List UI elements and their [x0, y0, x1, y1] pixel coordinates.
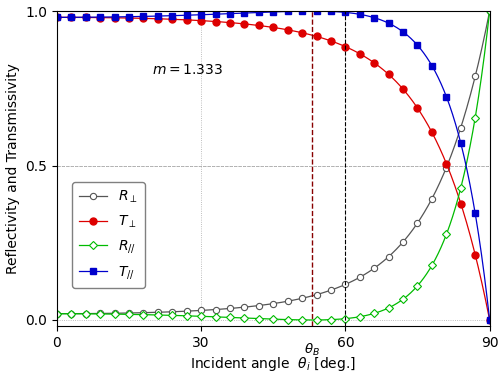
$T_{//}$ [199, 13, 205, 17]
$R_{//}$ [131, 312, 137, 317]
$R_{//}$ [342, 316, 348, 321]
$T_\perp$ [110, 16, 116, 20]
Text: $m = 1.333$: $m = 1.333$ [152, 63, 223, 77]
X-axis label: Incident angle  $\theta_i$ [deg.]: Incident angle $\theta_i$ [deg.] [190, 356, 356, 373]
Line: $R_{//}$: $R_{//}$ [54, 8, 493, 323]
$R_\perp$ [341, 283, 347, 287]
$T_{//}$ [380, 18, 386, 23]
Text: $\theta_B$: $\theta_B$ [304, 341, 320, 358]
$R_\perp$ [379, 260, 385, 265]
$R_\perp$ [54, 312, 60, 316]
$R_\perp$ [110, 311, 116, 316]
$R_{//}$ [266, 317, 272, 321]
$T_{//}$ [131, 14, 137, 19]
$T_{//}$ [54, 15, 60, 20]
$T_\perp$ [266, 25, 272, 29]
Line: $T_{//}$: $T_{//}$ [54, 8, 493, 323]
$R_\perp$ [131, 311, 137, 315]
$T_\perp$ [486, 318, 492, 322]
$R_{//}$ [380, 308, 386, 313]
$T_{//}$ [266, 10, 272, 14]
$R_{//}$ [309, 318, 315, 322]
$R_\perp$ [486, 9, 492, 13]
Y-axis label: Reflectivity and Transmissivity: Reflectivity and Transmissivity [6, 63, 20, 274]
$R_\perp$ [199, 308, 205, 313]
Line: $T_\perp$: $T_\perp$ [53, 14, 493, 323]
$R_\perp$ [266, 302, 272, 307]
$R_{//}$ [486, 9, 492, 13]
$T_{//}$ [110, 15, 116, 19]
$R_{//}$ [110, 312, 116, 316]
$T_\perp$ [54, 15, 60, 20]
$T_\perp$ [199, 19, 205, 23]
$T_\perp$ [341, 44, 347, 49]
$R_{//}$ [199, 314, 205, 319]
Line: $R_\perp$: $R_\perp$ [54, 8, 493, 317]
Legend: $R_\perp$, $T_\perp$, $R_{//}$, $T_{//}$: $R_\perp$, $T_\perp$, $R_{//}$, $T_{//}$ [73, 182, 145, 288]
$T_{//}$ [486, 318, 492, 322]
$T_{//}$ [342, 10, 348, 15]
$T_{//}$ [309, 9, 315, 13]
$R_{//}$ [54, 312, 60, 316]
$T_\perp$ [131, 16, 137, 20]
$T_\perp$ [379, 66, 385, 71]
